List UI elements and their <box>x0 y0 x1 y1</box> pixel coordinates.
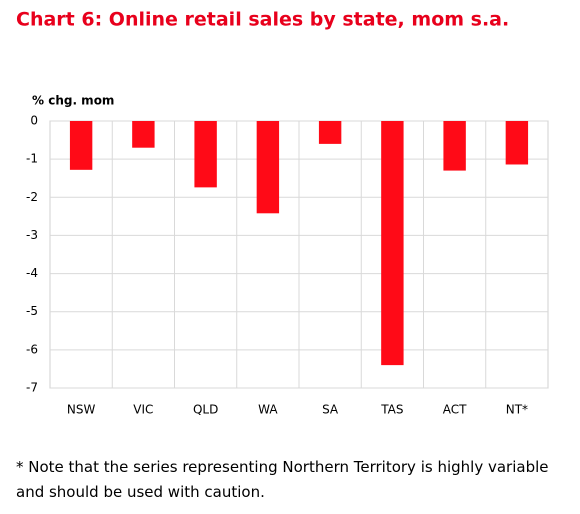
x-tick-label: NSW <box>67 403 96 417</box>
y-tick-label: -4 <box>26 266 38 280</box>
bar <box>318 121 342 144</box>
x-tick-label: WA <box>258 403 278 417</box>
y-tick-label: -1 <box>26 152 38 166</box>
x-tick-label: QLD <box>193 403 218 417</box>
bar <box>194 121 217 188</box>
bar <box>505 121 529 165</box>
y-tick-label: -6 <box>26 342 38 356</box>
footnote: * Note that the series representing Nort… <box>16 458 549 501</box>
chart: Chart 6: Online retail sales by state, m… <box>16 9 549 417</box>
bar <box>381 121 404 366</box>
x-tick-label: TAS <box>380 403 403 417</box>
bar <box>256 121 280 214</box>
y-tick-label: -7 <box>26 381 38 395</box>
y-tick-label: 0 <box>30 114 38 128</box>
x-tick-label: SA <box>322 403 339 417</box>
x-tick-label: ACT <box>443 403 467 417</box>
bar <box>69 121 93 170</box>
bar <box>132 121 155 148</box>
chart-title: Chart 6: Online retail sales by state, m… <box>16 9 509 31</box>
bar <box>443 121 466 171</box>
x-tick-label: VIC <box>133 403 153 417</box>
x-tick-label: NT* <box>506 403 528 417</box>
y-tick-label: -3 <box>26 228 38 242</box>
y-axis-label: % chg. mom <box>32 94 114 108</box>
y-tick-label: -2 <box>26 190 38 204</box>
y-tick-label: -5 <box>26 304 38 318</box>
